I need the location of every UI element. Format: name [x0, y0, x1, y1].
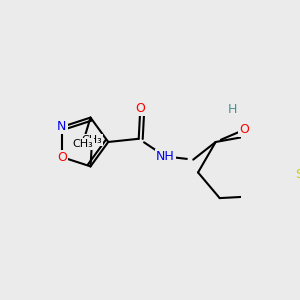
Text: S: S — [295, 168, 300, 181]
Text: CH₃: CH₃ — [72, 139, 93, 149]
Text: N: N — [57, 120, 67, 134]
Text: O: O — [239, 124, 249, 136]
Text: NH: NH — [156, 150, 175, 163]
Text: O: O — [57, 151, 67, 164]
Text: O: O — [135, 102, 145, 115]
Text: H: H — [228, 103, 237, 116]
Text: CH₃: CH₃ — [82, 135, 103, 145]
